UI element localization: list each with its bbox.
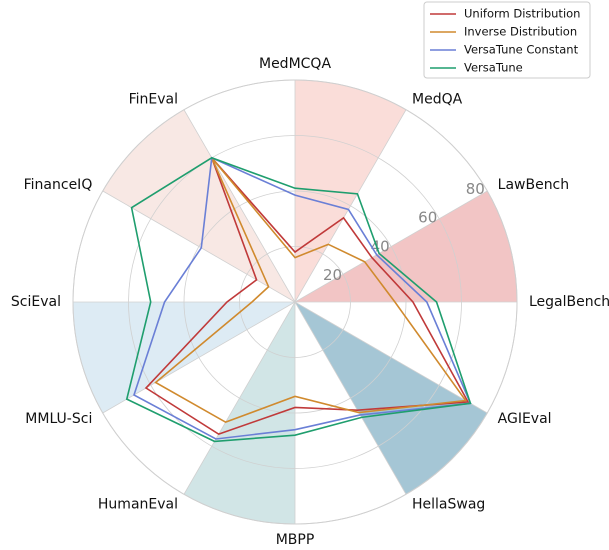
spoke [183,109,296,303]
spoke [294,301,488,414]
r-tick-label: 60 [418,209,437,227]
category-label: MedMCQA [259,56,331,72]
legend: Uniform Distribution Inverse Distribution… [423,1,591,79]
series-line [144,157,470,436]
category-label: FinEval [129,91,178,107]
spoke [294,109,407,303]
spoke [294,190,488,303]
category-label: FinanceIQ [24,177,93,193]
sector [73,302,295,413]
series-line [154,157,468,424]
category-label: HellaSwag [412,497,485,513]
sector [295,302,488,495]
sector [295,191,517,302]
series-line [125,156,472,443]
sector [102,109,295,302]
category-label: LegalBench [529,294,609,310]
r-tick-label: 20 [323,266,342,284]
background [72,79,518,525]
category-label: SciEval [11,294,61,310]
r-tick-label: 80 [466,180,485,198]
spoke [102,190,296,303]
category-label: AGIEval [498,411,552,427]
spoke [294,301,407,495]
category-label: MMLU-Sci [25,411,92,427]
category-label: HumanEval [98,497,178,513]
legend-label: Uniform Distribution [464,7,580,21]
legend-label: Inverse Distribution [464,25,577,39]
legend-box [423,1,591,79]
category-label: LawBench [498,177,569,193]
category-label: MedQA [412,91,463,107]
series-line [133,156,472,440]
spoke [183,301,296,495]
sector [184,302,295,524]
legend-label: VersaTune [464,61,523,75]
legend-label: VersaTune Constant [464,43,579,57]
category-label: MBPP [276,532,315,548]
